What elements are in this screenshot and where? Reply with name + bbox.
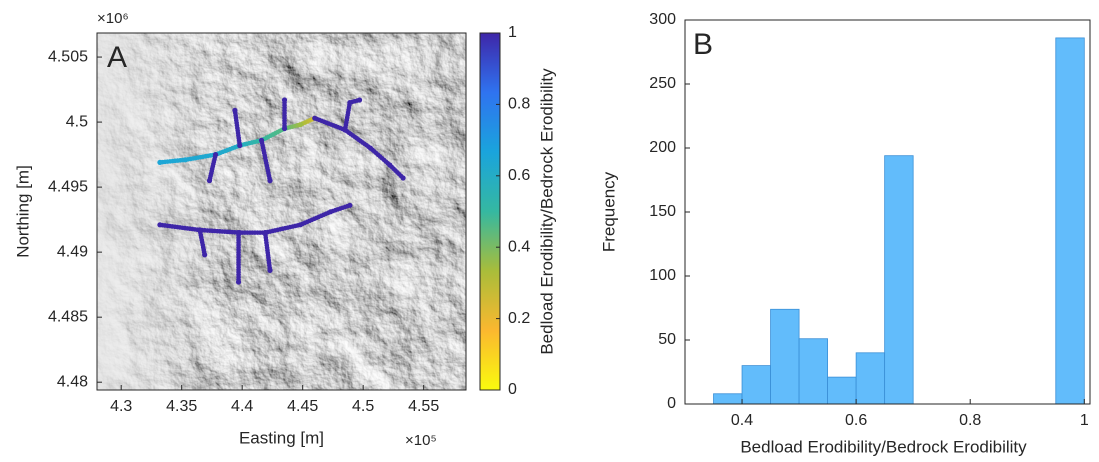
histogram-bar: [885, 156, 914, 404]
river-point: [328, 209, 333, 214]
river-point: [202, 252, 207, 257]
river-point: [236, 279, 241, 284]
river-point: [236, 230, 241, 235]
hillshade: [97, 33, 466, 390]
y-axis-label: Northing [m]: [13, 165, 32, 258]
histogram-bar: [742, 366, 771, 404]
river-point: [368, 145, 373, 150]
river-point: [400, 175, 405, 180]
river-point: [197, 227, 202, 232]
river-point: [347, 100, 352, 105]
river-point: [282, 126, 287, 131]
y-tick-label: 4.48: [57, 373, 88, 390]
river-point: [387, 162, 392, 167]
x-tick-label: 1: [1080, 412, 1089, 429]
y-tick-label: 50: [658, 331, 676, 348]
y-tick-label: 4.5: [66, 113, 88, 130]
y-tick-label: 4.505: [48, 48, 88, 65]
river-point: [312, 116, 317, 121]
y-tick-label: 0: [667, 395, 676, 412]
y-tick-label: 4.49: [57, 243, 88, 260]
y-tick-label: 100: [649, 267, 676, 284]
river-point: [263, 230, 268, 235]
river-point: [207, 178, 212, 183]
histogram-bar: [1056, 38, 1085, 404]
colorbar-tick-label: 0.2: [508, 310, 530, 327]
histogram-bar: [771, 309, 800, 404]
histogram-bar: [856, 353, 885, 404]
x-tick-label: 4.35: [166, 398, 197, 415]
colorbar-tick-label: 0.6: [508, 167, 530, 184]
panel-label: B: [693, 28, 713, 61]
river-point: [232, 108, 237, 113]
y-tick-label: 4.495: [48, 178, 88, 195]
river-point: [298, 122, 303, 127]
river-point: [213, 152, 218, 157]
colorbar-label: Bedload Erodibility/Bedrock Erodibility: [537, 68, 556, 355]
figure: 4.3 4.35 4.4 4.45 4.5 4.55 4.48 4.485 4.49 4.495 4…: [0, 0, 1099, 462]
x-tick-label: 0.8: [959, 412, 981, 429]
x-exponent: ×10⁵: [405, 432, 437, 449]
river-point: [342, 127, 347, 132]
colorbar-tick-label: 0.4: [508, 238, 530, 255]
hillshade-plain: [97, 33, 466, 390]
y-exponent: ×10⁶: [97, 10, 129, 27]
x-axis-label: Bedload Erodibility/Bedrock Erodibility: [740, 437, 1027, 456]
colorbar-tick-label: 0: [508, 381, 517, 398]
colorbar: [480, 33, 500, 390]
y-tick-label: 150: [649, 203, 676, 220]
river-point: [157, 160, 162, 165]
x-tick-label: 4.45: [287, 398, 318, 415]
river-point: [157, 222, 162, 227]
y-tick-label: 200: [649, 139, 676, 156]
x-tick-label: 4.55: [408, 398, 439, 415]
histogram-bar: [828, 377, 857, 404]
x-tick-label: 4.3: [110, 398, 132, 415]
y-tick-label: 250: [649, 75, 676, 92]
river-point: [259, 138, 264, 143]
river-point: [298, 222, 303, 227]
river-point: [237, 143, 242, 148]
x-tick-label: 0.4: [731, 412, 753, 429]
river-point: [267, 268, 272, 273]
histogram-bar: [714, 394, 743, 404]
x-tick-label: 0.6: [845, 412, 867, 429]
x-tick-label: 4.4: [231, 398, 253, 415]
histogram-bar: [799, 339, 828, 404]
y-axis-label: Frequency: [599, 171, 618, 252]
y-tick-label: 4.485: [48, 308, 88, 325]
colorbar-tick-label: 0.8: [508, 96, 530, 113]
panel-label: A: [107, 41, 127, 74]
river-point: [357, 97, 362, 102]
river-point: [267, 178, 272, 183]
y-tick-label: 300: [649, 11, 676, 28]
x-tick-label: 4.5: [352, 398, 374, 415]
river-point: [282, 97, 287, 102]
colorbar-tick-label: 1: [508, 24, 517, 41]
x-axis-label: Easting [m]: [239, 428, 324, 447]
river-point: [347, 203, 352, 208]
river-point: [183, 157, 188, 162]
